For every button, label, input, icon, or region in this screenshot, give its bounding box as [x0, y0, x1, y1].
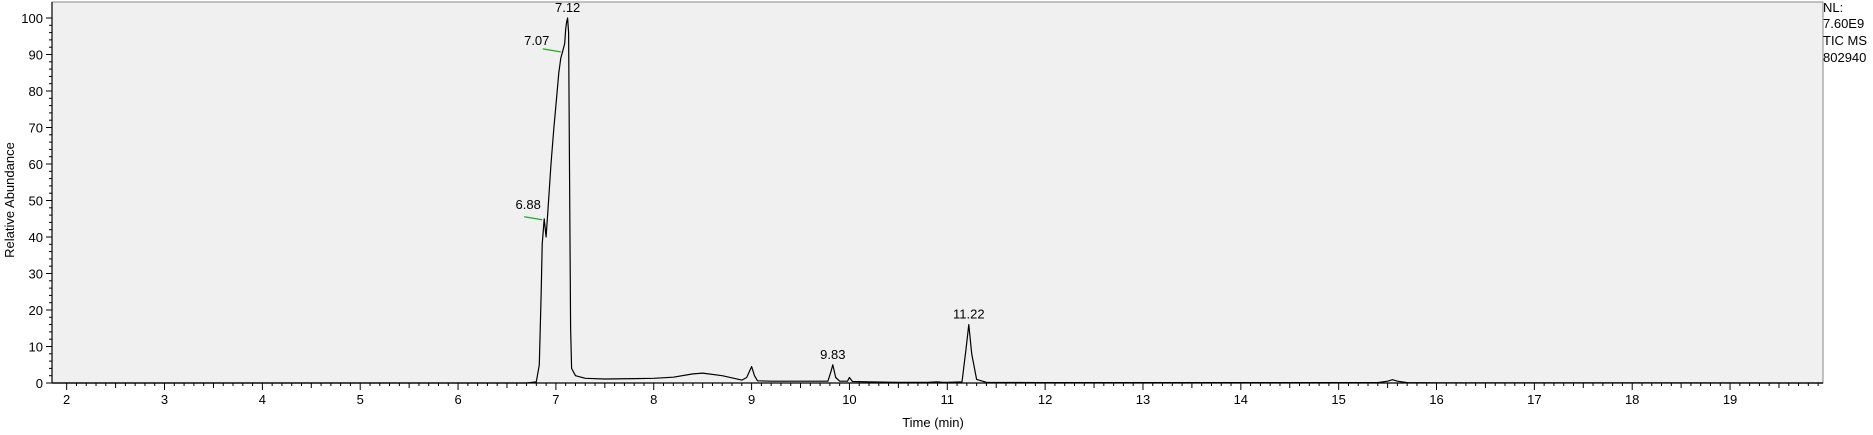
x-tick-label: 17: [1527, 392, 1541, 407]
peak-marker: [542, 48, 561, 53]
peak-label: 9.83: [820, 347, 845, 362]
y-tick-label: 90: [29, 48, 43, 63]
peak-label: 7.07: [524, 33, 549, 48]
y-tick-label: 50: [29, 194, 43, 209]
x-tick-label: 14: [1234, 392, 1248, 407]
x-tick-label: 4: [259, 392, 266, 407]
peak-label: 7.12: [555, 0, 580, 15]
x-tick-label: 10: [842, 392, 856, 407]
y-tick-label: 70: [29, 121, 43, 136]
y-tick-label: 30: [29, 267, 43, 282]
peak-label: 6.88: [516, 197, 541, 212]
x-tick-label: 19: [1723, 392, 1737, 407]
y-tick-label: 100: [21, 11, 43, 26]
x-tick-label: 5: [357, 392, 364, 407]
info-line: 802940: [1823, 50, 1866, 65]
x-tick-label: 13: [1136, 392, 1150, 407]
x-tick-label: 8: [650, 392, 657, 407]
info-line: 7.60E9: [1823, 16, 1864, 31]
tic-trace: [52, 17, 1824, 384]
peak-marker: [524, 216, 543, 221]
x-tick-label: 15: [1331, 392, 1345, 407]
peak-label: 11.22: [953, 307, 985, 322]
x-tick-label: 16: [1429, 392, 1443, 407]
y-tick-label: 40: [29, 230, 43, 245]
y-tick-label: 60: [29, 157, 43, 172]
info-line: NL:: [1823, 0, 1843, 15]
info-block: NL: 7.60E9 TIC MS 802940: [1823, 0, 1867, 65]
y-axis-title: Relative Abundance: [2, 142, 17, 258]
info-line: TIC MS: [1823, 33, 1867, 48]
y-tick-label: 20: [29, 303, 43, 318]
x-tick-label: 9: [748, 392, 755, 407]
x-tick-label: 3: [161, 392, 168, 407]
y-tick-label: 10: [29, 340, 43, 355]
plot-area: [51, 1, 1824, 384]
x-tick-label: 18: [1625, 392, 1639, 407]
x-tick-label: 12: [1038, 392, 1052, 407]
y-tick-label: 0: [36, 376, 43, 391]
x-tick-label: 11: [941, 392, 955, 407]
x-axis-title: Time (min): [902, 415, 964, 430]
y-tick-label: 80: [29, 84, 43, 99]
x-tick-label: 7: [552, 392, 559, 407]
x-tick-label: 6: [454, 392, 461, 407]
x-tick-label: 2: [63, 392, 70, 407]
